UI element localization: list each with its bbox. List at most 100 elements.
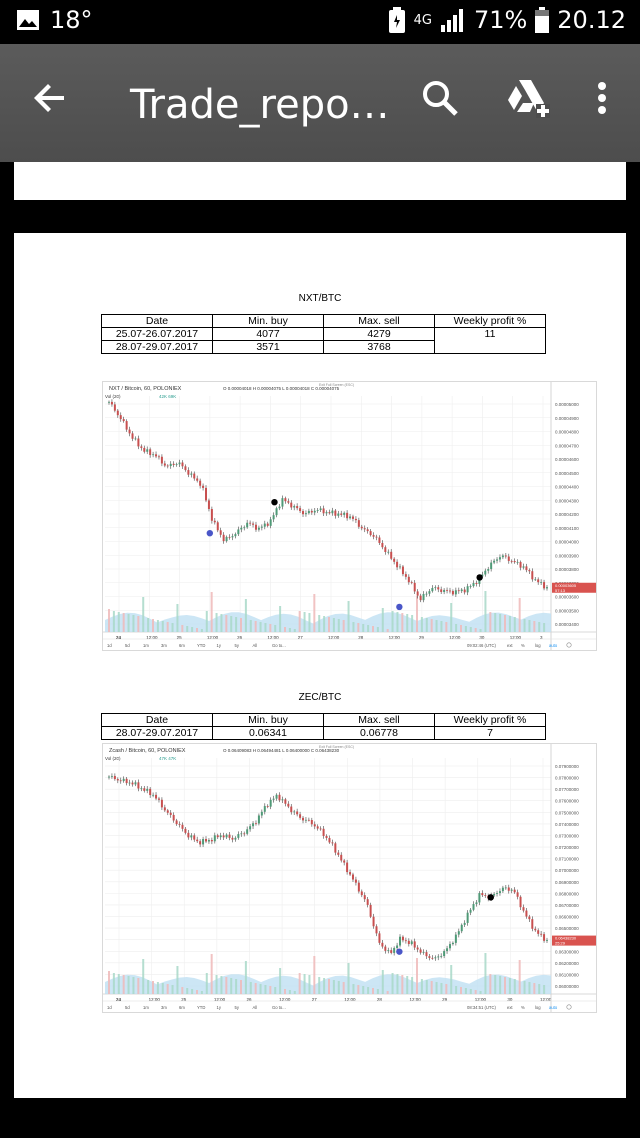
candle-body (472, 582, 475, 587)
volume-bar (376, 627, 379, 632)
volume-bar (464, 988, 467, 994)
candle-body (331, 842, 334, 844)
x-tick-label: 12:00 (149, 997, 161, 1002)
x-tick-label: 30 (507, 997, 513, 1002)
more-vert-icon[interactable] (578, 74, 626, 122)
volume-bar (440, 983, 443, 994)
candle-body (369, 531, 372, 536)
price-badge (552, 935, 596, 946)
buy-marker (396, 603, 403, 611)
candle-body (263, 523, 266, 527)
candle-body (469, 909, 472, 913)
document-title: Trade_repo… (130, 82, 390, 128)
candle-body (325, 835, 328, 838)
range-button: All (253, 1005, 258, 1010)
candle-body (387, 950, 390, 951)
volume-bar (288, 990, 291, 994)
candle-body (281, 498, 284, 507)
volume-bar (284, 627, 286, 632)
candle-body (343, 512, 346, 515)
candle-body (498, 557, 501, 560)
table-cell: 0.06778 (323, 726, 435, 740)
candle-body (263, 806, 266, 812)
volume-bar (181, 625, 184, 632)
nxt-price-chart: NXT / Bitcoin, 60, POLONIEX O 0.00004018 … (102, 381, 597, 651)
candle-body (272, 515, 275, 520)
candle-body (481, 893, 484, 896)
volume-bar (308, 613, 311, 632)
range-button: All (253, 643, 258, 648)
search-icon[interactable] (416, 74, 464, 122)
candle-body (205, 838, 208, 842)
candle-body (137, 782, 140, 789)
range-button: YTD (197, 1005, 205, 1010)
volume-bar (396, 612, 399, 632)
candle-body (360, 891, 363, 896)
volume-bar (303, 612, 306, 632)
candle-body (190, 473, 193, 475)
volume-bar (152, 619, 154, 632)
volume-bar (479, 991, 482, 994)
candle-body (463, 922, 466, 925)
volume-bar (318, 977, 321, 994)
nxt-report-table: Date Min. buy Max. sell Weekly profit % … (101, 314, 546, 354)
candle-body (113, 775, 116, 780)
clock: 20.12 (557, 6, 626, 34)
candle-body (228, 536, 231, 538)
table-row: 28.07-29.07.2017 0.06341 0.06778 7 (101, 726, 546, 740)
volume-bar (460, 987, 462, 994)
volume-bar (362, 624, 365, 632)
candle-body (316, 826, 319, 829)
candle-body (451, 590, 454, 595)
volume-bar (352, 984, 355, 994)
candle-body (337, 513, 340, 516)
volume-bar (249, 620, 252, 632)
y-tick-label: 0.06200000 (555, 961, 579, 966)
candle-body (257, 815, 260, 824)
candle-body (463, 589, 466, 593)
candle-body (413, 582, 416, 592)
volume-bar (518, 598, 521, 632)
volume-bar (225, 615, 228, 632)
volume-bar (362, 986, 365, 994)
nxt-chart-svg: NXT / Bitcoin, 60, POLONIEX O 0.00004018 … (103, 382, 596, 650)
candle-body (202, 485, 205, 488)
candle-body (140, 446, 143, 448)
candle-body (172, 463, 175, 465)
candle-body (346, 862, 349, 873)
candle-body (184, 466, 187, 471)
settings-icon (566, 1004, 572, 1010)
y-tick-label: 0.00004600 (555, 457, 579, 462)
candle-body (357, 520, 360, 527)
candle-body (299, 508, 302, 512)
candle-body (149, 449, 152, 455)
zec-chart-svg: Zcash / Bitcoin, 60, POLONIEX O 0.0640908… (103, 744, 596, 1012)
candle-body (119, 415, 122, 420)
volume-bar (528, 982, 531, 994)
candle-body (281, 799, 284, 801)
drive-add-icon[interactable] (502, 74, 550, 122)
volume-bar (244, 961, 247, 994)
volume-bar (518, 960, 521, 994)
candle-body (243, 833, 246, 835)
candle-body (540, 582, 543, 583)
candle-body (349, 516, 352, 519)
volume-bar (528, 620, 531, 632)
range-button: 1d (107, 643, 112, 648)
candle-body (351, 874, 354, 880)
volume-bar (342, 620, 345, 632)
y-tick-label: 0.00003500 (555, 608, 579, 613)
candle-body (249, 522, 252, 524)
volume-bar (284, 989, 286, 994)
candle-body (237, 834, 240, 838)
candle-body (434, 587, 437, 589)
candle-body (501, 555, 504, 558)
scale-option: auto (549, 643, 558, 648)
candle-body (534, 579, 537, 581)
volume-bar (420, 979, 423, 994)
y-tick-label: 0.00004300 (555, 498, 579, 503)
candle-body (334, 843, 337, 853)
volume-bar (142, 597, 145, 632)
candle-body (498, 891, 501, 894)
back-arrow-icon[interactable] (26, 74, 74, 122)
